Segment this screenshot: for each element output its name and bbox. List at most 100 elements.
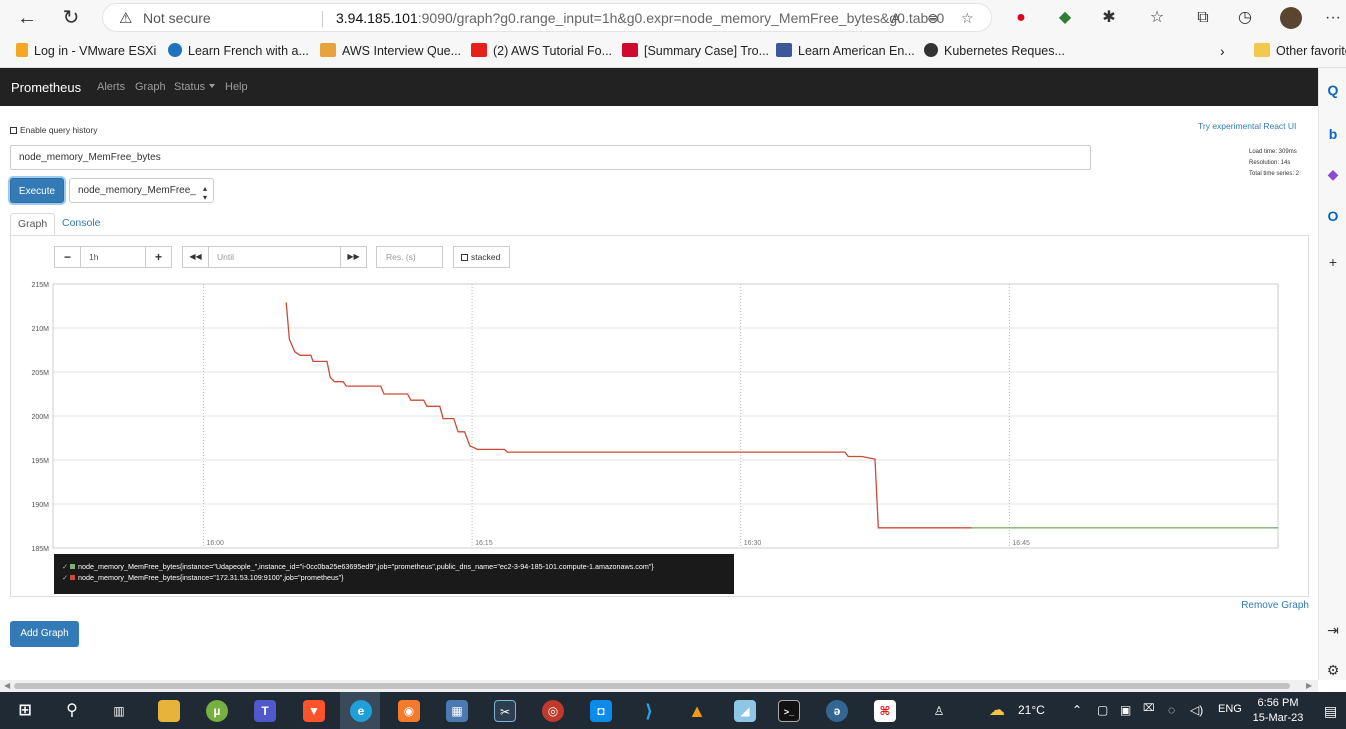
fav-item-american-english[interactable]: Learn American En... [776, 42, 915, 60]
time-forward-button[interactable]: ▶▶ [340, 246, 367, 268]
windows-start-icon[interactable]: ⊞ [18, 702, 32, 719]
back-arrow-icon[interactable]: ← [17, 7, 37, 29]
calculator-icon[interactable]: ▦ [446, 700, 468, 722]
scrollbar-thumb[interactable] [14, 683, 1290, 689]
zoom-icon[interactable]: ⊖ [927, 10, 939, 26]
execute-button[interactable]: Execute [10, 178, 64, 203]
pdf-reader-icon[interactable]: ⌘ [874, 700, 896, 722]
prometheus-navbar: Prometheus Alerts Graph Status Help [0, 68, 1318, 106]
opera-extension-icon[interactable]: ● [1016, 9, 1026, 26]
history-icon[interactable]: ◷ [1238, 9, 1252, 26]
fav-item-aws-tutorial[interactable]: (2) AWS Tutorial Fo... [471, 42, 612, 60]
fav-item-french[interactable]: Learn French with a... [168, 42, 309, 60]
vscode-icon[interactable]: ⟩ [644, 701, 654, 721]
fav-item-vmware[interactable]: Log in - VMware ESXi [16, 42, 156, 60]
brave-icon[interactable]: ▼ [303, 700, 325, 722]
shopping-icon[interactable]: ◆ [1327, 166, 1339, 182]
scroll-right-icon[interactable]: ▶ [1306, 681, 1313, 690]
weather-icon[interactable]: ☁ [989, 702, 1005, 719]
range-increase-button[interactable]: + [145, 246, 172, 268]
app-orange-icon[interactable]: ◉ [398, 700, 420, 722]
warning-icon: ⚠ [119, 10, 133, 27]
refresh-icon[interactable]: ↻ [62, 7, 80, 29]
other-favorites-folder[interactable]: Other favorite [1254, 42, 1346, 60]
weather-temp[interactable]: 21°C [1018, 703, 1045, 717]
people-icon[interactable]: ♙ [933, 704, 945, 718]
postgres-icon[interactable]: ə [826, 700, 848, 722]
checkbox-icon[interactable] [10, 127, 17, 134]
add-sidebar-app-icon[interactable]: + [1328, 254, 1338, 270]
nav-graph[interactable]: Graph [135, 81, 166, 93]
terminal-icon[interactable]: >_ [778, 700, 800, 722]
settings-gear-icon[interactable]: ⚙ [1326, 662, 1340, 678]
favorites-overflow-chevron-icon[interactable]: › [1220, 43, 1225, 59]
snipping-tool-icon[interactable]: ✂ [494, 700, 516, 722]
volume-icon[interactable]: ◁) [1190, 703, 1204, 717]
expression-input[interactable]: node_memory_MemFree_bytes [10, 145, 1091, 170]
stacked-toggle-button[interactable]: stacked [453, 246, 510, 268]
hide-sidebar-icon[interactable]: ⇥ [1327, 622, 1339, 638]
add-favorite-icon[interactable]: ☆ [961, 10, 974, 26]
add-graph-button[interactable]: Add Graph [10, 621, 79, 647]
extension-globe-icon[interactable]: ◆ [1058, 9, 1072, 26]
outlook-icon[interactable]: O [1327, 208, 1339, 224]
app-blue-icon[interactable]: ◘ [590, 700, 612, 722]
fav-item-kubernetes[interactable]: Kubernetes Reques... [924, 42, 1065, 60]
app-glass-icon[interactable]: ◢ [734, 700, 756, 722]
profile-avatar[interactable] [1280, 7, 1302, 29]
range-decrease-button[interactable]: − [54, 246, 81, 268]
checkbox-icon [461, 254, 468, 261]
tray-app-icon[interactable]: ▢ [1097, 703, 1109, 717]
vlc-icon[interactable]: ▲ [688, 701, 706, 721]
react-ui-link[interactable]: Try experimental React UI [1198, 121, 1297, 131]
search-icon[interactable]: ⚲ [66, 702, 78, 719]
legend-item[interactable]: ✓ node_memory_MemFree_bytes{instance="Uda… [62, 561, 726, 572]
search-sidebar-icon[interactable]: Q [1327, 82, 1339, 98]
enable-history-toggle[interactable]: Enable query history [10, 125, 98, 135]
tab-console[interactable]: Console [62, 217, 101, 229]
tray-chevron-icon[interactable]: ⌃ [1072, 703, 1083, 717]
language-indicator[interactable]: ENG [1218, 703, 1242, 715]
clock-date: 15-Mar-23 [1252, 712, 1304, 724]
wifi-icon[interactable]: ◌ [1168, 703, 1176, 717]
tab-graph[interactable]: Graph [10, 213, 56, 235]
teams-icon[interactable]: T [254, 700, 276, 722]
range-input[interactable]: 1h [80, 246, 146, 268]
utorrent-icon[interactable]: µ [206, 700, 228, 722]
nav-status[interactable]: Status [174, 81, 216, 93]
nav-help[interactable]: Help [225, 81, 248, 93]
metric-select[interactable]: node_memory_MemFree_ ▴ ▾ [69, 178, 214, 203]
fav-item-aws-interview[interactable]: AWS Interview Que... [320, 42, 461, 60]
x-axis: 16:00 16:15 16:30 16:45 [202, 284, 1030, 548]
file-explorer-icon[interactable] [158, 700, 180, 722]
caret-down-icon [209, 84, 216, 88]
task-view-icon[interactable]: ▥ [113, 704, 125, 718]
system-clock[interactable]: 6:56 PM 15-Mar-23 [1248, 696, 1308, 726]
check-icon: ✓ [62, 562, 69, 571]
series-line[interactable] [285, 302, 972, 529]
edge-browser-icon[interactable]: e [350, 700, 372, 722]
tray-ime-icon[interactable]: ⌧ [1143, 703, 1155, 714]
more-menu-icon[interactable]: ··· [1325, 9, 1341, 26]
favorites-icon[interactable]: ☆ [1149, 9, 1165, 26]
fav-item-huawei[interactable]: [Summary Case] Tro... [622, 42, 769, 60]
nav-alerts[interactable]: Alerts [97, 81, 126, 93]
until-input[interactable]: Until [208, 246, 341, 268]
address-bar[interactable]: ⚠ Not secure 3.94.185.101:9090/graph?g0.… [102, 3, 992, 32]
url-text[interactable]: 3.94.185.101:9090/graph?g0.range_input=1… [336, 10, 944, 26]
resolution-input[interactable]: Res. (s) [376, 246, 443, 268]
bing-icon[interactable]: b [1328, 126, 1338, 142]
tray-display-icon[interactable]: ▣ [1120, 703, 1132, 717]
scroll-left-icon[interactable]: ◀ [4, 681, 11, 690]
time-back-button[interactable]: ◀◀ [182, 246, 209, 268]
notification-icon[interactable]: ▤ [1324, 703, 1338, 719]
remove-graph-link[interactable]: Remove Graph [1241, 600, 1309, 611]
collections-icon[interactable]: ⧉ [1197, 9, 1209, 26]
legend-item[interactable]: ✓ node_memory_MemFree_bytes{instance="172… [62, 572, 726, 583]
extensions-puzzle-icon[interactable]: ✱ [1102, 9, 1116, 26]
read-aloud-icon[interactable]: A [891, 10, 901, 26]
app-red-icon[interactable]: ◎ [542, 700, 564, 722]
brand-link[interactable]: Prometheus [11, 80, 82, 95]
horizontal-scrollbar[interactable]: ◀ ▶ [0, 680, 1318, 692]
